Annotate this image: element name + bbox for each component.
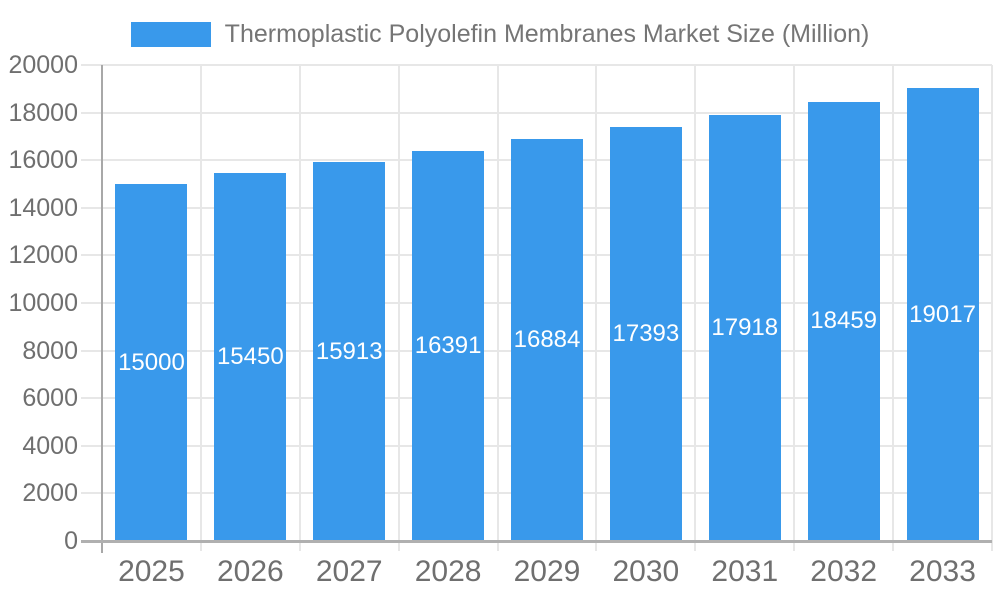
gridline-vertical <box>892 65 895 551</box>
y-axis-label: 10000 <box>8 289 78 317</box>
y-axis-label: 4000 <box>22 431 78 460</box>
x-axis-label: 2031 <box>711 555 779 588</box>
bar-2032[interactable] <box>807 101 880 541</box>
gridline-vertical <box>991 65 993 551</box>
bar-2027[interactable] <box>313 162 386 541</box>
y-axis-label: 20000 <box>8 51 78 79</box>
x-axis-label: 2025 <box>118 555 185 588</box>
gridline-vertical <box>793 65 796 551</box>
x-axis-label: 2032 <box>810 555 878 588</box>
bar-2031[interactable] <box>708 114 781 541</box>
bar-value-label: 15450 <box>216 343 284 371</box>
x-axis-label: 2026 <box>216 555 284 588</box>
gridline-horizontal <box>81 111 992 114</box>
bar-value-label: 15000 <box>118 348 185 376</box>
bar-value-label: 16884 <box>513 326 581 354</box>
y-axis-label: 18000 <box>8 98 78 127</box>
bar-2029[interactable] <box>511 139 583 541</box>
x-axis-label: 2033 <box>909 555 976 588</box>
x-axis-label: 2030 <box>612 555 680 588</box>
y-axis-line <box>101 65 103 553</box>
x-axis-label: 2027 <box>315 555 383 588</box>
x-axis-line <box>81 540 992 543</box>
gridline-vertical <box>199 65 202 551</box>
x-axis-label: 2029 <box>513 555 581 588</box>
y-axis-label: 6000 <box>22 384 78 413</box>
bar-value-label: 18459 <box>810 307 878 335</box>
bar-2030[interactable] <box>609 127 682 541</box>
gridline-vertical <box>694 65 697 551</box>
y-axis-label: 0 <box>64 527 78 555</box>
y-axis-label: 16000 <box>8 146 78 175</box>
bar-value-label: 17393 <box>612 320 680 348</box>
gridline-vertical <box>397 65 400 551</box>
legend-label: Thermoplastic Polyolefin Membranes Marke… <box>224 20 870 48</box>
y-axis-label: 8000 <box>22 336 78 365</box>
gridline-horizontal <box>81 64 992 66</box>
bar-2025[interactable] <box>115 184 188 541</box>
bar-value-label: 16391 <box>414 331 482 359</box>
bar-value-label: 17918 <box>711 313 779 341</box>
gridline-vertical <box>595 65 598 551</box>
gridline-vertical <box>298 65 301 551</box>
bar-2033[interactable] <box>906 88 979 541</box>
x-axis-label: 2028 <box>414 555 482 588</box>
bar-value-label: 15913 <box>315 337 383 365</box>
legend-swatch-icon <box>130 22 211 47</box>
bar-2026[interactable] <box>214 173 287 541</box>
y-axis-label: 14000 <box>8 193 78 222</box>
gridline-vertical <box>496 65 499 551</box>
bar-2028[interactable] <box>412 150 485 541</box>
bar-value-label: 19017 <box>909 300 976 328</box>
legend[interactable]: Thermoplastic Polyolefin Membranes Marke… <box>0 20 1000 49</box>
y-axis-label: 2000 <box>22 479 78 508</box>
y-axis-label: 12000 <box>8 241 78 270</box>
